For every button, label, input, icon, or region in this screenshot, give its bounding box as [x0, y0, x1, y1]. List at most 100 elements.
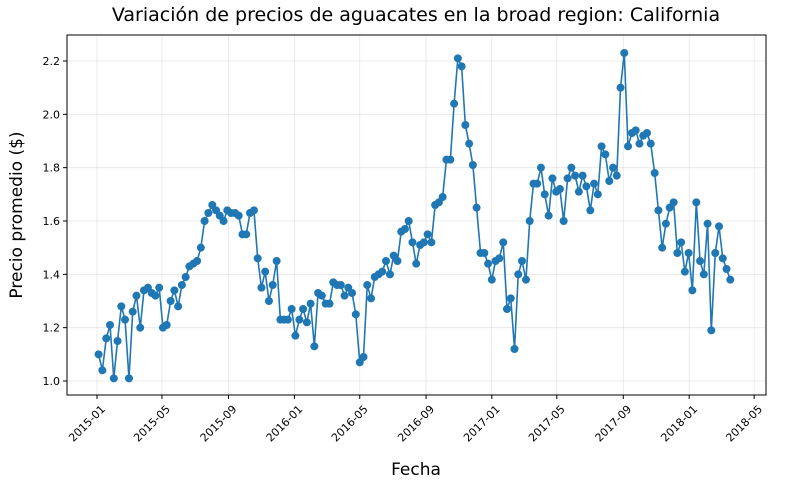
price-point	[351, 310, 360, 319]
price-point	[605, 177, 614, 185]
price-point	[578, 171, 587, 180]
price-point	[264, 297, 273, 305]
x-tick-label: 2017-09	[593, 403, 635, 445]
price-point	[692, 198, 701, 207]
price-point	[503, 305, 512, 313]
x-tick-label: 2018-01	[658, 403, 700, 445]
price-point	[336, 281, 345, 289]
price-point	[722, 265, 731, 273]
price-point	[310, 342, 319, 351]
price-point	[295, 315, 304, 324]
x-tick-label: 2016-09	[395, 403, 437, 445]
price-point	[268, 281, 277, 289]
price-point	[366, 294, 375, 303]
price-point	[514, 270, 523, 279]
price-point	[480, 249, 489, 257]
price-point	[98, 366, 107, 375]
y-tick-label: 1.6	[43, 215, 61, 228]
price-point	[684, 249, 693, 257]
price-point	[128, 307, 137, 316]
price-point	[688, 286, 697, 295]
price-point	[450, 99, 459, 108]
price-point	[696, 257, 705, 265]
price-point	[196, 243, 205, 252]
price-point	[136, 323, 145, 332]
x-tick-label: 2018-05	[723, 403, 765, 445]
price-point	[193, 257, 202, 265]
price-point	[635, 139, 644, 148]
x-tick-label: 2015-01	[66, 403, 108, 445]
price-point	[106, 321, 115, 329]
price-point	[378, 267, 387, 276]
price-point	[348, 289, 357, 297]
price-point	[711, 249, 720, 257]
ticks: 1.0 1.2 1.4 1.6 1.8 2.0 2.2 2015-01 2015-05 2015-…	[43, 55, 766, 444]
price-point	[658, 243, 667, 252]
price-point	[601, 150, 610, 159]
price-point	[661, 219, 670, 228]
price-point	[620, 49, 629, 57]
price-point	[393, 257, 402, 265]
price-point	[166, 297, 175, 305]
price-point	[272, 257, 281, 265]
x-tick-label: 2016-01	[264, 403, 306, 445]
price-point	[677, 238, 686, 247]
y-axis-label: Precio promedio ($)	[7, 131, 27, 298]
price-point	[510, 345, 519, 353]
price-point	[609, 163, 618, 172]
price-point	[438, 193, 447, 201]
price-point	[302, 318, 311, 327]
y-tick-label: 1.4	[43, 268, 61, 281]
plot-frame	[66, 34, 767, 396]
price-point	[536, 163, 545, 172]
price-point	[132, 291, 141, 300]
price-point	[412, 259, 421, 268]
price-point	[680, 267, 689, 276]
price-point	[590, 179, 599, 188]
price-point	[94, 350, 103, 359]
price-point	[174, 302, 183, 311]
price-point	[544, 211, 553, 220]
price-point	[204, 209, 213, 217]
price-point	[177, 281, 186, 289]
price-point	[155, 283, 164, 292]
price-point	[299, 305, 308, 313]
price-point	[283, 315, 292, 324]
price-point	[699, 270, 708, 279]
price-point	[726, 275, 735, 284]
price-point	[571, 171, 580, 180]
price-point	[597, 142, 606, 151]
price-point	[124, 374, 133, 383]
price-point	[574, 187, 583, 196]
x-tick-label: 2015-09	[198, 403, 240, 445]
price-point	[170, 286, 179, 295]
price-point	[340, 291, 349, 300]
price-point	[506, 294, 515, 303]
price-point	[261, 267, 270, 276]
price-point	[317, 291, 326, 300]
price-point	[555, 185, 564, 193]
price-point	[446, 155, 455, 164]
price-point	[499, 238, 508, 247]
price-point	[423, 230, 432, 239]
x-tick-label: 2016-05	[329, 403, 371, 445]
price-point	[234, 211, 243, 220]
price-point	[631, 126, 640, 135]
price-point	[102, 334, 111, 343]
price-point	[219, 217, 228, 225]
price-point	[540, 190, 549, 199]
price-point	[582, 182, 591, 191]
price-point	[113, 337, 122, 345]
price-point	[518, 257, 527, 265]
price-point	[382, 257, 391, 265]
x-axis-label: Fecha	[391, 460, 441, 480]
price-point	[521, 275, 530, 284]
price-point	[109, 374, 118, 383]
price-point	[533, 179, 542, 188]
price-point	[548, 174, 557, 183]
price-point	[117, 302, 126, 311]
price-point	[257, 283, 266, 292]
price-point	[457, 62, 466, 71]
price-point	[419, 238, 428, 247]
